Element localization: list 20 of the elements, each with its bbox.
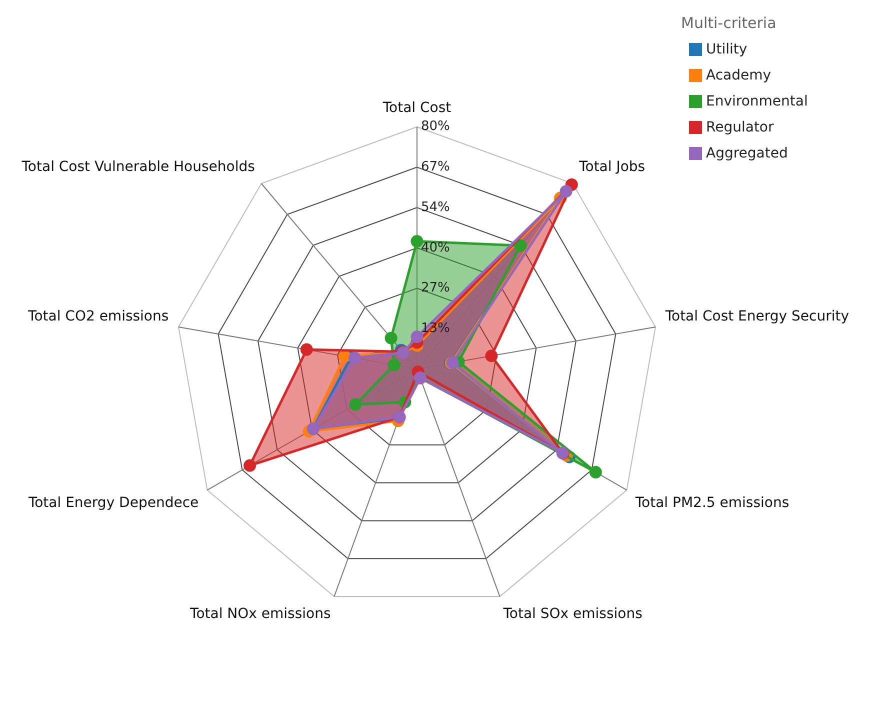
spoke-label: Total Cost: [382, 100, 452, 116]
legend-label: Environmental: [706, 94, 808, 110]
y-tick-label: 40%: [421, 240, 450, 256]
spoke-label: Total Jobs: [578, 159, 646, 176]
spoke-label: Total PM2.5 emissions: [634, 495, 790, 512]
spoke-label: Total SOx emissions: [502, 606, 642, 622]
spoke-label: Total Cost Energy Security: [664, 308, 850, 324]
legend-title: Multi-criteria: [681, 14, 776, 32]
spoke-label: Total Cost Vulnerable Households: [20, 159, 255, 176]
spoke-label: Total NOx emissions: [189, 606, 331, 622]
y-tick-label: 27%: [421, 280, 450, 296]
spoke-label: Total Energy Dependece: [27, 495, 199, 512]
legend-label: Utility: [706, 42, 748, 58]
legend-label: Aggregated: [706, 146, 788, 162]
spoke-label: Total CO2 emissions: [27, 308, 169, 324]
legend-label: Academy: [706, 68, 772, 84]
legend-label: Regulator: [706, 120, 774, 136]
y-tick-label: 67%: [421, 160, 450, 175]
y-tick-label: 80%: [421, 119, 450, 134]
y-tick-label: 54%: [421, 200, 450, 215]
